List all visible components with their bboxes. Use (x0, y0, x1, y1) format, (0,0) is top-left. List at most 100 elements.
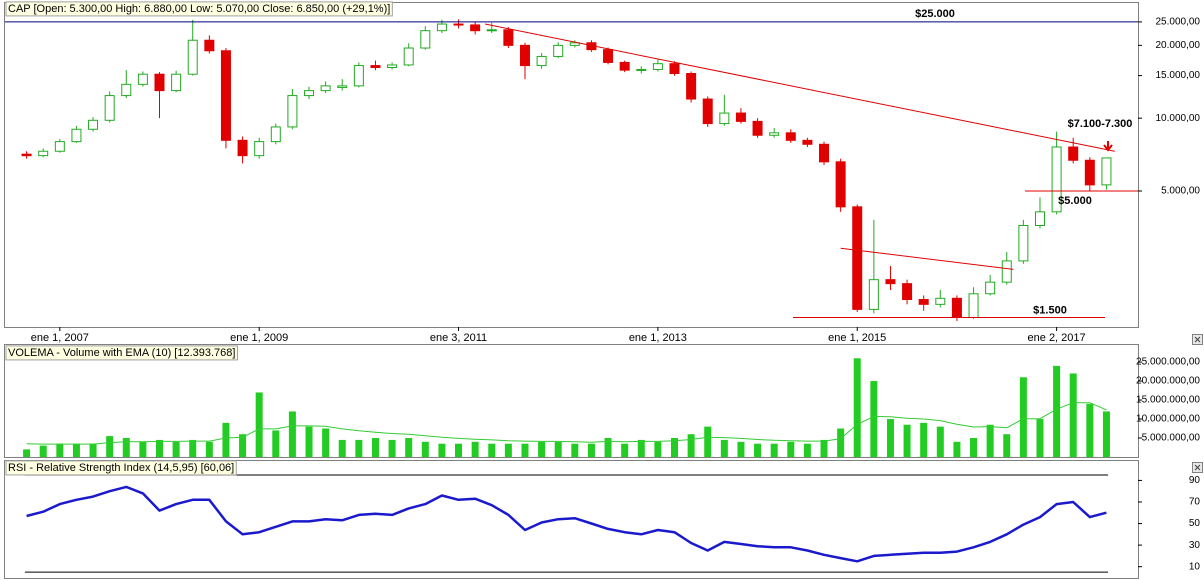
volume-bar (654, 441, 662, 457)
volume-bar (355, 439, 363, 457)
candle-body (985, 281, 996, 295)
volume-bar (421, 441, 429, 457)
candle-body (686, 73, 697, 100)
candle-body (735, 112, 746, 122)
candle-body (752, 120, 763, 136)
panel-button[interactable] (1192, 334, 1203, 345)
candle-body (852, 206, 863, 310)
candle-body (835, 161, 846, 208)
volume-bar (621, 443, 629, 457)
candle-body (287, 95, 298, 128)
volume-bar (1019, 377, 1027, 457)
x-tick-label: ene 1, 2013 (629, 332, 687, 344)
legend-box (5, 1, 393, 17)
volume-bar (587, 443, 595, 457)
panel-button[interactable] (1192, 462, 1203, 473)
candle-body (270, 126, 281, 143)
candle-body (187, 39, 198, 75)
volume-bar (1086, 403, 1094, 457)
y-tick-label: 15.000.000,00 (1136, 395, 1200, 406)
candle-body (819, 143, 830, 163)
candle-body (603, 49, 614, 63)
volume-bar (986, 424, 994, 457)
y-tick-label: 30 (1189, 540, 1201, 551)
candle-body (436, 23, 447, 32)
volume-bar (853, 358, 861, 457)
y-tick-label: 5.000.000,00 (1142, 433, 1201, 444)
candle-body (1101, 157, 1112, 186)
volume-bar (39, 445, 47, 457)
legend-box (5, 460, 237, 476)
volume-bar (1069, 373, 1077, 457)
candle-body (154, 73, 165, 92)
volume-bar (720, 439, 728, 457)
volume-bar (272, 430, 280, 457)
candle-body (254, 141, 265, 157)
candle-body (387, 64, 398, 69)
candle-body (71, 128, 82, 143)
volume-bar (405, 438, 413, 457)
candle-body (1001, 260, 1012, 283)
candle-body (569, 42, 580, 46)
volume-bar (803, 443, 811, 457)
candle-body (702, 98, 713, 125)
volume-bar (255, 392, 263, 457)
candle-body (121, 83, 132, 97)
candle-body (353, 65, 364, 87)
candle-body (785, 132, 796, 141)
y-tick-label: 10.000.000,00 (1136, 414, 1200, 425)
volume-bar (770, 443, 778, 457)
volume-bar (604, 438, 612, 457)
volume-bar (704, 426, 712, 457)
candle-body (54, 141, 65, 152)
legend-box (5, 345, 238, 361)
y-tick-label: 10 (1189, 561, 1201, 572)
volume-bar (72, 443, 80, 457)
candle-body (1034, 211, 1045, 227)
candle-body (38, 150, 49, 157)
candle-body (220, 50, 231, 141)
y-tick-label: 20.000.000,00 (1136, 376, 1200, 387)
candle-body (370, 65, 381, 69)
panel-title: CAP [Open: 5.300,00 High: 6.880,00 Low: … (8, 3, 390, 15)
candle-body (536, 55, 547, 67)
y-tick-label: 90 (1189, 475, 1201, 486)
volume-bar (538, 441, 546, 457)
volume-bar (1003, 434, 1011, 457)
volume-bar (754, 443, 762, 457)
volume-bar (239, 434, 247, 457)
y-tick-label: 5.000,00 (1161, 186, 1200, 197)
y-tick-label: 25.000,00 (1156, 17, 1201, 28)
price-panel (4, 2, 1139, 328)
volume-bar (288, 411, 296, 457)
panel-title: VOLEMA - Volume with EMA (10) [12.393.76… (8, 347, 235, 359)
volume-bar (886, 419, 894, 457)
volume-bar (970, 438, 978, 457)
volume-bar (89, 443, 97, 457)
candle-body (719, 112, 730, 125)
volume-bar (106, 436, 114, 457)
candle-body (486, 29, 497, 32)
candle-body (968, 293, 979, 318)
rsi-line (26, 485, 1107, 563)
candle-body (21, 153, 32, 157)
candle-body (619, 61, 630, 71)
candle-body (1084, 159, 1095, 186)
volume-bar (156, 439, 163, 457)
candle-body (237, 139, 248, 157)
volume-bar (23, 449, 31, 457)
level-label: $1.500 (1033, 304, 1067, 316)
volume-bar (388, 439, 396, 457)
candle-body (935, 297, 946, 305)
volume-bar (637, 439, 645, 457)
candle-body (519, 44, 530, 67)
volume-bar (1036, 419, 1044, 457)
x-tick-label: ene 2, 2017 (1028, 332, 1086, 344)
volume-bar (471, 441, 479, 457)
annotation: $7.100-7.300 (1068, 118, 1133, 130)
trendline (840, 247, 1014, 270)
y-tick-label: 20.000,00 (1156, 40, 1201, 51)
x-tick-label: ene 1, 2015 (828, 332, 886, 344)
candle-body (1018, 225, 1029, 262)
candle-body (503, 29, 514, 46)
